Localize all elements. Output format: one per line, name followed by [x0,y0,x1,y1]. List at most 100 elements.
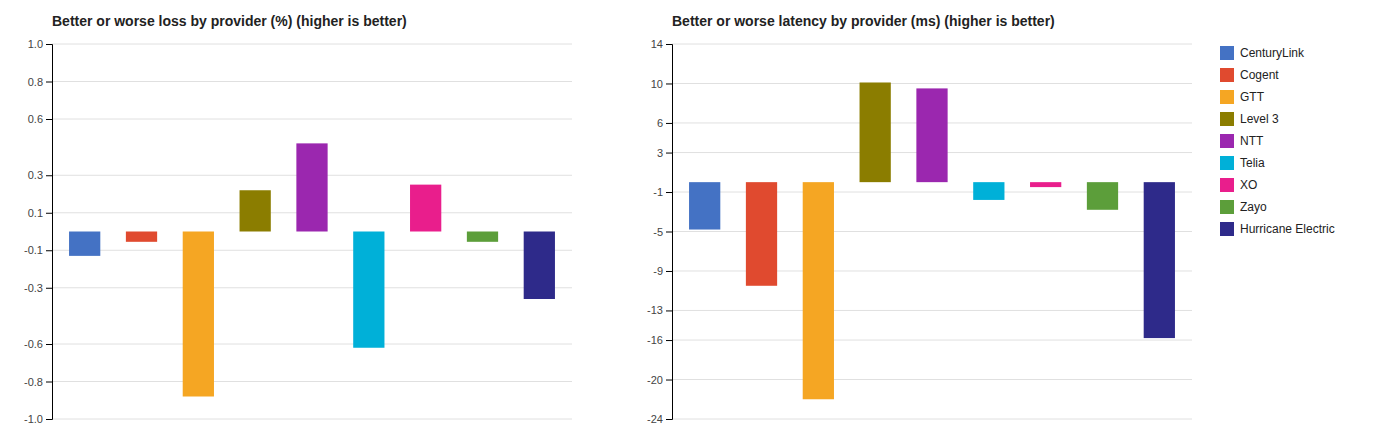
bar [353,232,384,348]
legend-item: NTT [1220,134,1264,148]
y-tick-label: 1.0 [28,38,43,50]
y-tick-label: 0.1 [28,207,43,219]
y-tick-mark [666,192,672,193]
y-tick-label: -0.1 [24,244,43,256]
bar [69,232,100,256]
y-tick-label: 0.6 [28,113,43,125]
y-tick: -9 [653,265,672,277]
legend-item: Cogent [1220,68,1279,82]
legend-item: Level 3 [1220,112,1279,126]
grid-line [672,340,1192,341]
y-tick: 10 [651,77,672,89]
y-tick-label: -20 [647,374,663,386]
bar [689,182,720,229]
legend-swatch [1220,112,1234,126]
grid [52,44,572,419]
grid-line [672,419,1192,420]
y-tick-label: -0.8 [24,376,43,388]
grid-line [52,381,572,382]
legend-label: GTT [1240,90,1265,104]
panel: Better or worse latency by provider (ms)… [647,13,1192,425]
panel: Better or worse loss by provider (%) (hi… [24,13,572,425]
legend-item: GTT [1220,90,1265,104]
grid-line [52,44,572,45]
y-tick-mark [46,419,52,420]
grid-line [52,250,572,251]
y-tick: 0.1 [28,207,52,219]
grid-line [52,419,572,420]
y-tick-label: -5 [653,226,663,238]
chart-title: Better or worse loss by provider (%) (hi… [52,13,407,29]
y-tick: -0.8 [24,376,52,388]
y-tick: -1 [653,186,672,198]
legend-item: Telia [1220,156,1265,170]
y-tick-label: 0.8 [28,76,43,88]
y-tick-mark [46,82,52,83]
bar [803,182,834,399]
bar [410,185,441,232]
bar [126,232,157,242]
y-tick-label: -0.3 [24,282,43,294]
y-tick: -16 [647,334,672,346]
y-tick-mark [666,44,672,45]
bar [1087,182,1118,210]
y-tick-label: -1.0 [24,413,43,425]
legend-swatch [1220,90,1234,104]
legend: CenturyLinkCogentGTTLevel 3NTTTeliaXOZay… [1220,46,1335,236]
legend-item: Zayo [1220,200,1267,214]
grid-line [52,119,572,120]
grid-line [52,81,572,82]
y-tick-mark [666,271,672,272]
y-tick: 1.0 [28,38,52,50]
grid-line [52,287,572,288]
y-tick-mark [46,175,52,176]
y-tick: -24 [647,413,672,425]
bar [860,82,891,182]
y-tick-label: -16 [647,334,663,346]
y-tick: -13 [647,304,672,316]
y-tick: 6 [657,117,672,129]
y-tick-label: -1 [653,186,663,198]
y-tick: 14 [651,38,672,50]
chart-title: Better or worse latency by provider (ms)… [672,13,1055,29]
y-tick: -1.0 [24,413,52,425]
grid-line [672,44,1192,45]
y-tick: -20 [647,374,672,386]
y-tick-mark [666,123,672,124]
y-tick-mark [46,250,52,251]
bars [69,143,555,396]
y-tick: -0.6 [24,338,52,350]
y-tick-mark [666,340,672,341]
grid-line [672,83,1192,84]
y-tick-mark [46,288,52,289]
legend-label: Cogent [1240,68,1279,82]
y-tick-label: -24 [647,413,663,425]
bar [1144,182,1175,338]
legend-label: Telia [1240,156,1265,170]
y-tick: 3 [657,147,672,159]
bar [916,88,947,182]
bar [296,143,327,231]
y-tick-label: 3 [657,147,663,159]
y-tick: 0.8 [28,76,52,88]
y-tick: 0.3 [28,169,52,181]
legend-swatch [1220,46,1234,60]
legend-swatch [1220,178,1234,192]
grid [672,44,1192,419]
bar [183,232,214,397]
legend-label: NTT [1240,134,1264,148]
chart-canvas: Better or worse loss by provider (%) (hi… [0,0,1378,437]
y-tick: -5 [653,226,672,238]
y-tick-label: -9 [653,265,663,277]
legend-label: CenturyLink [1240,46,1305,60]
y-tick-mark [46,344,52,345]
y-tick-mark [666,419,672,420]
y-tick-label: 10 [651,77,663,89]
bar [746,182,777,286]
legend-item: Hurricane Electric [1220,222,1335,236]
grid-line [672,379,1192,380]
y-tick-mark [666,153,672,154]
y-tick: -0.1 [24,244,52,256]
grid-line [52,344,572,345]
legend-swatch [1220,200,1234,214]
